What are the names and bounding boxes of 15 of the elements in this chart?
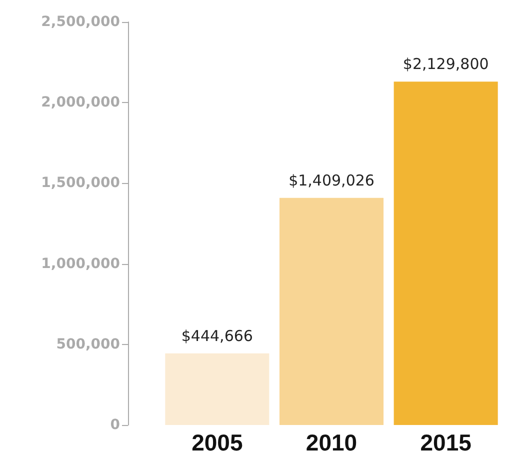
bar [279, 198, 384, 425]
y-tick-label: 2,500,000 [41, 14, 120, 30]
x-tick-label: 2015 [420, 430, 472, 455]
x-tick-label: 2005 [192, 430, 243, 455]
y-tick-label: 1,000,000 [41, 256, 120, 272]
y-tick-label: 1,500,000 [41, 175, 120, 192]
data-label: $2,129,800 [402, 55, 489, 74]
bar [394, 82, 498, 425]
bar [165, 353, 270, 425]
y-tick-label: 2,000,000 [41, 94, 120, 111]
data-label: $444,666 [181, 326, 253, 345]
data-label: $1,409,026 [288, 171, 374, 190]
y-tick-label: 500,000 [56, 336, 120, 352]
y-tick-label: 0 [110, 417, 120, 433]
x-tick-label: 2010 [306, 430, 358, 455]
